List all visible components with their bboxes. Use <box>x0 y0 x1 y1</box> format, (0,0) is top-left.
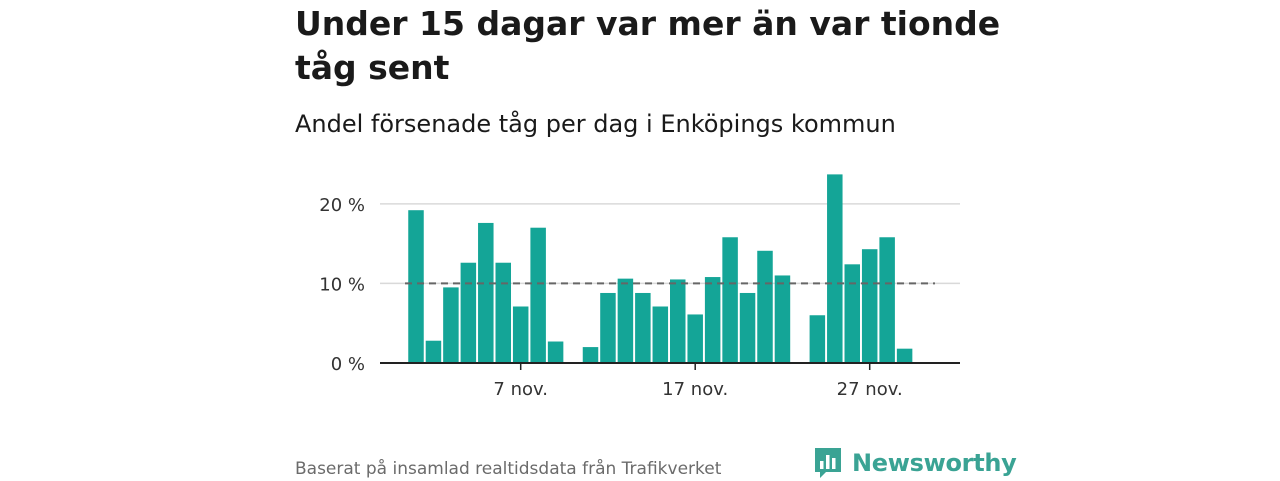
source-note: Baserat på insamlad realtidsdata från Tr… <box>295 459 722 479</box>
y-tick-label: 10 % <box>319 274 365 295</box>
y-tick-label: 0 % <box>331 354 365 375</box>
bar <box>879 237 895 363</box>
logo-text: Newsworthy <box>852 449 1017 477</box>
bar <box>827 174 843 363</box>
bar <box>582 347 599 363</box>
bars <box>408 174 913 363</box>
bar <box>600 292 616 363</box>
bar <box>530 227 546 363</box>
bar <box>670 279 686 363</box>
bar <box>896 348 913 363</box>
bar <box>722 237 738 363</box>
newsworthy-chart-icon <box>815 448 841 478</box>
x-axis-ticks: 7 nov. 17 nov. 27 nov. <box>493 363 903 400</box>
bar <box>512 306 529 363</box>
bar <box>739 292 756 363</box>
bar <box>757 250 773 363</box>
bar <box>460 262 477 363</box>
bar <box>408 210 424 363</box>
bar <box>809 315 826 363</box>
bar <box>495 262 511 363</box>
newsworthy-logo: Newsworthy <box>813 446 1017 480</box>
bar <box>844 264 860 363</box>
y-tick-label: 20 % <box>319 195 365 216</box>
bar <box>704 277 721 363</box>
bar <box>478 222 494 363</box>
y-axis-ticks: 0 % 10 % 20 % <box>319 195 365 375</box>
x-tick-label: 17 nov. <box>662 379 728 400</box>
bar <box>425 340 442 363</box>
bar <box>774 275 791 363</box>
x-tick-label: 7 nov. <box>493 379 548 400</box>
x-tick-label: 27 nov. <box>837 379 903 400</box>
bar <box>652 306 669 363</box>
bar <box>687 314 703 363</box>
bar <box>443 287 459 363</box>
bar <box>547 341 564 363</box>
bar <box>861 249 878 363</box>
chart-title: Under 15 dagar var mer än var tionde tåg… <box>295 4 1001 87</box>
chart-subtitle: Andel försenade tåg per dag i Enköpings … <box>295 110 896 138</box>
bar <box>617 278 634 363</box>
bar <box>635 292 651 363</box>
